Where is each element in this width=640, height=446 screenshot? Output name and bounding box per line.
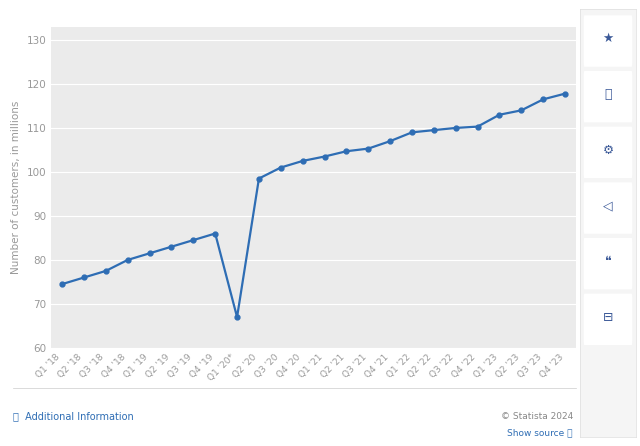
Text: ⊟: ⊟: [603, 311, 613, 324]
Text: ◁: ◁: [603, 199, 613, 212]
Text: ★: ★: [602, 33, 614, 45]
Text: 🔔: 🔔: [604, 88, 612, 101]
FancyBboxPatch shape: [584, 71, 632, 122]
FancyBboxPatch shape: [584, 15, 632, 67]
Y-axis label: Number of customers, in millions: Number of customers, in millions: [11, 101, 21, 274]
Text: ❝: ❝: [605, 255, 611, 268]
FancyBboxPatch shape: [584, 238, 632, 289]
FancyBboxPatch shape: [584, 293, 632, 345]
Text: © Statista 2024: © Statista 2024: [500, 413, 573, 421]
FancyBboxPatch shape: [584, 127, 632, 178]
Text: Show source ⓘ: Show source ⓘ: [508, 428, 573, 437]
Text: ⚙: ⚙: [602, 144, 614, 157]
Text: ⓘ  Additional Information: ⓘ Additional Information: [13, 412, 134, 421]
FancyBboxPatch shape: [584, 182, 632, 234]
